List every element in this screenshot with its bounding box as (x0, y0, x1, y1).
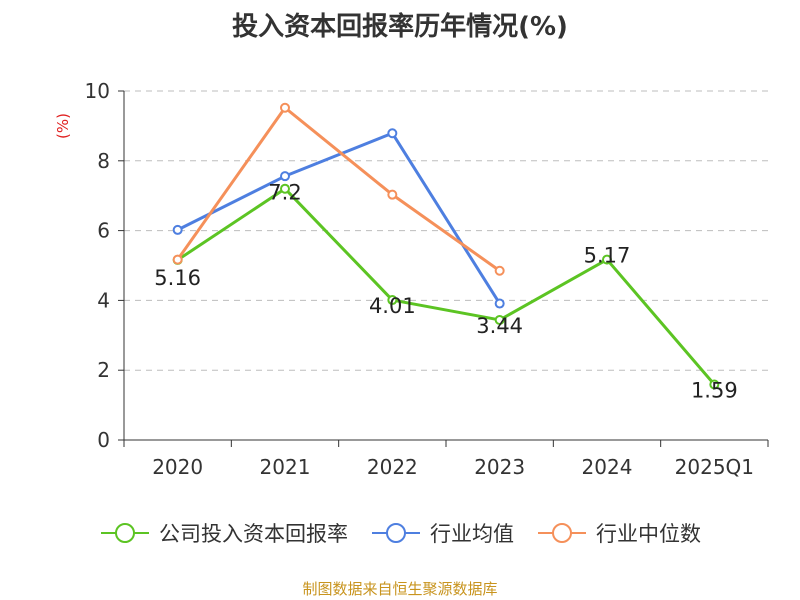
x-tick-label: 2023 (474, 455, 525, 479)
series-line-2 (176, 106, 501, 272)
chart-title: 投入资本回报率历年情况(%) (232, 12, 568, 42)
y-tick-label: 2 (97, 358, 110, 382)
data-point (172, 254, 183, 265)
data-point (172, 224, 183, 235)
series-line-1 (176, 131, 501, 305)
y-tick-label: 4 (97, 288, 110, 312)
data-label: 5.17 (584, 244, 631, 268)
data-point (387, 189, 398, 200)
y-tick-label: 0 (97, 428, 110, 452)
legend: 公司投入资本回报率 行业均值 行业中位数 (0, 518, 800, 548)
legend-item[interactable]: 行业中位数 (536, 518, 701, 548)
y-tick-label: 8 (97, 149, 110, 173)
data-label: 4.01 (369, 294, 416, 318)
data-point (494, 314, 505, 325)
source-note: 制图数据来自恒生聚源数据库 (302, 580, 498, 598)
data-point (602, 254, 612, 265)
y-tick-label: 6 (97, 219, 110, 243)
legend-marker-icon (101, 523, 149, 543)
legend-item[interactable]: 行业均值 (370, 518, 514, 548)
legend-label: 行业中位数 (596, 522, 701, 546)
series-line-0 (176, 187, 716, 386)
x-tick-label: 2021 (260, 455, 311, 479)
data-label: 5.16 (154, 266, 201, 290)
data-point (280, 183, 290, 194)
x-tick-label: 2020 (152, 455, 203, 479)
data-point (709, 379, 720, 390)
legend-label: 公司投入资本回报率 (159, 522, 348, 546)
legend-item[interactable]: 公司投入资本回报率 (99, 518, 348, 548)
data-point (387, 128, 398, 139)
data-point (280, 102, 290, 113)
x-tick-label: 2025Q1 (675, 455, 754, 479)
data-point (387, 295, 398, 306)
y-axis-label: (%) (54, 113, 72, 139)
data-point (280, 171, 290, 182)
legend-label: 行业均值 (430, 522, 514, 546)
data-point (494, 265, 505, 276)
x-tick-label: 2022 (367, 455, 418, 479)
data-label: 7.2 (268, 181, 301, 205)
data-point (494, 298, 505, 309)
legend-marker-icon (372, 523, 420, 543)
data-label: 1.59 (691, 379, 738, 403)
x-tick-label: 2024 (582, 455, 633, 479)
y-tick-label: 10 (85, 79, 110, 103)
legend-marker-icon (538, 523, 586, 543)
data-label: 3.44 (476, 314, 523, 338)
